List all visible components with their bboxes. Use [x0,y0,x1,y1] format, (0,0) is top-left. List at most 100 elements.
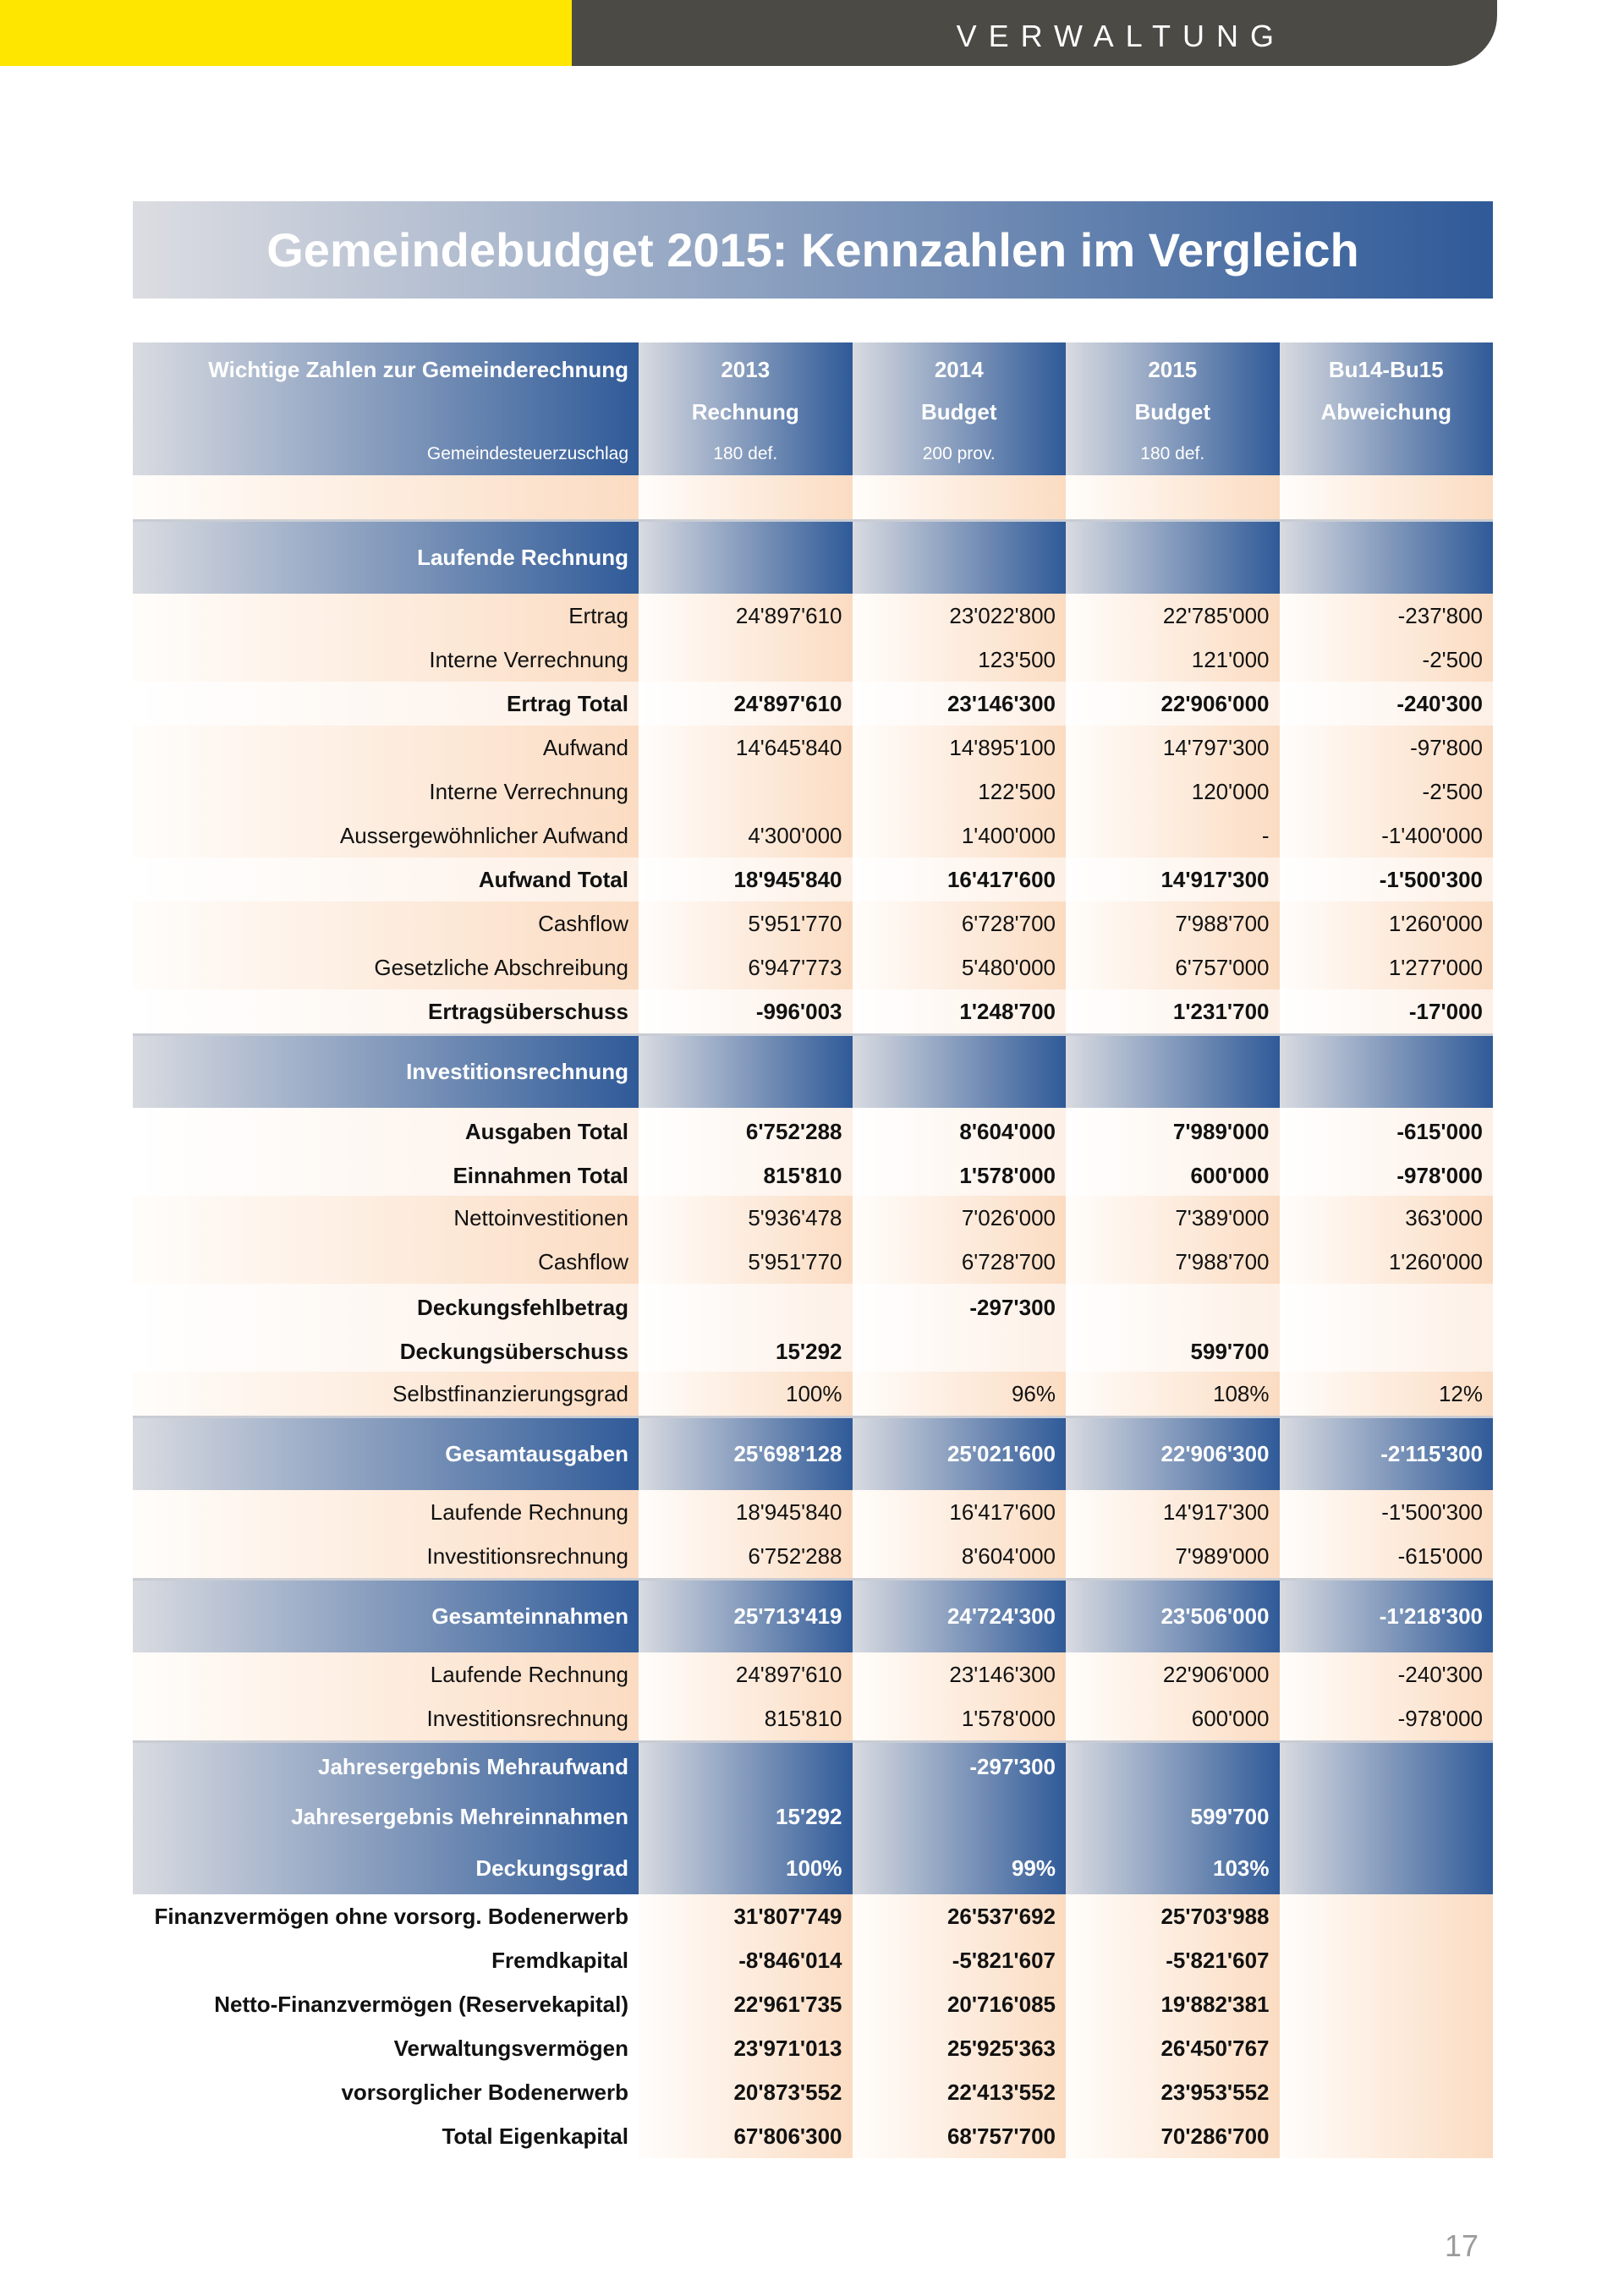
value-cell: -615'000 [1279,1108,1493,1155]
value-cell: -1'218'300 [1279,1581,1493,1652]
value-cell: 14'917'300 [1066,858,1280,901]
table-row: Nettoinvestitionen 5'936'478 7'026'000 7'38… [133,1196,1493,1240]
column-header: 2015 Budget 180 def. [1066,342,1280,475]
table-row: Deckungsfehlbetrag -297'300 [133,1284,1493,1331]
row-label: vorsorglicher Bodenerwerb [133,2070,639,2114]
table-row: Cashflow 5'951'770 6'728'700 7'988'700 1'260… [133,1240,1493,1284]
column-header: 2014 Budget 200 prov. [852,342,1066,475]
value-cell: 1'260'000 [1279,901,1493,945]
value-cell: 23'971'013 [639,2026,853,2070]
value-cell: 599'700 [1066,1331,1280,1372]
value-cell: -1'500'300 [1279,1490,1493,1534]
value-cell [639,522,853,594]
value-cell: 4'300'000 [639,814,853,858]
table-row [133,475,1493,519]
column-header-line: 2013 [721,357,771,383]
table-row: Ertrag 24'897'610 23'022'800 22'785'000 -237… [133,594,1493,638]
value-cell [1066,1743,1280,1791]
value-cell: 6'728'700 [852,901,1066,945]
column-header-line: Budget [1134,399,1211,425]
value-cell [639,1036,853,1108]
value-cell: 1'400'000 [852,814,1066,858]
row-label: Deckungsfehlbetrag [133,1284,639,1331]
column-header-line: Bu14-Bu15 [1328,357,1444,383]
value-cell: 5'480'000 [852,945,1066,989]
value-cell [1279,1743,1493,1791]
row-label: Deckungsüberschuss [133,1331,639,1372]
column-header-line: 2014 [934,357,984,383]
row-label: Ertrag Total [133,682,639,726]
value-cell: 14'917'300 [1066,1490,1280,1534]
row-label: Jahresergebnis Mehraufwand [133,1743,639,1791]
value-cell: 12% [1279,1372,1493,1416]
table-row: Gesetzliche Abschreibung 6'947'773 5'480'0… [133,945,1493,989]
value-cell: 100% [639,1372,853,1416]
value-cell [852,1036,1066,1108]
value-cell: 1'231'700 [1066,989,1280,1033]
value-cell: 7'989'000 [1066,1108,1280,1155]
value-cell: 23'022'800 [852,594,1066,638]
value-cell: 22'961'735 [639,1982,853,2026]
value-cell [1279,2114,1493,2158]
value-cell: 24'897'610 [639,594,853,638]
value-cell: 600'000 [1066,1155,1280,1196]
column-header: Wichtige Zahlen zur Gemeinderechnung Geme… [133,342,639,475]
column-header-line: 180 def. [1140,444,1205,464]
value-cell: 1'578'000 [852,1155,1066,1196]
value-cell [639,1743,853,1791]
table-row: Verwaltungsvermögen 23'971'013 25'925'363 2… [133,2026,1493,2070]
value-cell: 25'925'363 [852,2026,1066,2070]
value-cell [852,475,1066,519]
row-label: Ertrag [133,594,639,638]
row-label: Finanzvermögen ohne vorsorg. Bodenerwerb [133,1894,639,1938]
column-header-line: 180 def. [713,444,778,464]
table-row: Laufende Rechnung 18'945'840 16'417'600 14'… [133,1490,1493,1534]
table-row: Selbstfinanzierungsgrad 100% 96% 108% 12% [133,1372,1493,1416]
value-cell: -615'000 [1279,1534,1493,1578]
section-row: Gesamteinnahmen 25'713'419 24'724'300 23'50… [133,1578,1493,1652]
row-label: Ertragsüberschuss [133,989,639,1033]
row-label: Netto-Finanzvermögen (Reservekapital) [133,1982,639,2026]
table-row: Aufwand 14'645'840 14'895'100 14'797'300 -97… [133,726,1493,770]
value-cell: -237'800 [1279,594,1493,638]
value-cell: 18'945'840 [639,1490,853,1534]
column-header-line: Wichtige Zahlen zur Gemeinderechnung [208,357,628,383]
table-row: Interne Verrechnung 122'500 120'000 -2'500 [133,770,1493,814]
value-cell: 24'724'300 [852,1581,1066,1652]
value-cell: 99% [852,1843,1066,1894]
row-label: Laufende Rechnung [133,1490,639,1534]
value-cell: -240'300 [1279,1652,1493,1696]
value-cell: 16'417'600 [852,858,1066,901]
value-cell [1066,1284,1280,1331]
value-cell: -978'000 [1279,1696,1493,1740]
page-number: 17 [1444,2228,1479,2263]
value-cell: 5'951'770 [639,1240,853,1284]
column-header-line: 2015 [1148,357,1198,383]
value-cell: 14'895'100 [852,726,1066,770]
column-header-line: 200 prov. [922,444,996,464]
value-cell: 8'604'000 [852,1534,1066,1578]
value-cell: 6'757'000 [1066,945,1280,989]
value-cell [639,638,853,682]
value-cell: -2'115'300 [1279,1418,1493,1490]
value-cell: - [1066,814,1280,858]
column-header: 2013 Rechnung 180 def. [639,342,853,475]
value-cell: 20'716'085 [852,1982,1066,2026]
column-header-line: Gemeindesteuerzuschlag [426,444,628,464]
value-cell: 67'806'300 [639,2114,853,2158]
value-cell [639,1284,853,1331]
table-row: Cashflow 5'951'770 6'728'700 7'988'700 1'260… [133,901,1493,945]
value-cell [1279,1843,1493,1894]
row-label: Aufwand Total [133,858,639,901]
value-cell: 23'506'000 [1066,1581,1280,1652]
value-cell: 26'450'767 [1066,2026,1280,2070]
table-row: Aufwand Total 18'945'840 16'417'600 14'917'… [133,858,1493,901]
value-cell [852,1791,1066,1843]
value-cell [1279,1982,1493,2026]
value-cell: 22'785'000 [1066,594,1280,638]
value-cell [1066,522,1280,594]
row-label: Verwaltungsvermögen [133,2026,639,2070]
row-label: Interne Verrechnung [133,770,639,814]
value-cell: 16'417'600 [852,1490,1066,1534]
value-cell: 18'945'840 [639,858,853,901]
